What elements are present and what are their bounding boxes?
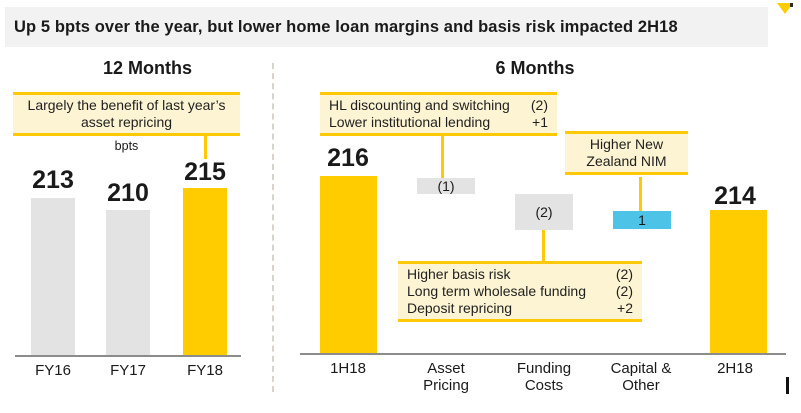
annotation-value: +1: [532, 114, 548, 130]
bar-value-1h18: 216: [327, 144, 369, 172]
bar-fy17: [106, 210, 150, 355]
annotation-label: Higher basis risk: [407, 266, 511, 282]
x-tick-funding-costs: Funding Costs: [516, 360, 572, 394]
bar-fy16: [31, 198, 75, 355]
annotation-label: Deposit repricing: [407, 300, 513, 316]
left-annotation-box: Largely the benefit of last year’s asset…: [13, 92, 240, 136]
bar-value-2h18: 214: [714, 182, 756, 210]
right-x-axis-line: [300, 353, 786, 355]
x-tick-fy18: FY18: [187, 362, 223, 379]
annotation-value: +2: [617, 300, 633, 316]
left-chart-title: 12 Months: [102, 58, 192, 78]
bar-fy18: [183, 188, 227, 355]
x-tick-fy17: FY17: [110, 362, 146, 379]
annotation-row: Deposit repricing +2: [398, 300, 642, 319]
bar-value-fy17: 210: [107, 179, 149, 207]
annotation-connector-line: [542, 230, 545, 261]
x-tick-capital-other: Capital & Other: [610, 360, 672, 394]
annotation-value: (2): [615, 283, 633, 299]
bar-asset-pricing: (1): [417, 178, 475, 194]
annotation-label: Lower institutional lending: [329, 114, 491, 130]
slide-title-bar: Up 5 bpts over the year, but lower home …: [5, 7, 768, 47]
annotation-connector-line: [639, 177, 642, 211]
right-chart-title: 6 Months: [495, 58, 575, 78]
corner-mark: [790, 3, 793, 7]
annotation-connector-line: [204, 136, 207, 159]
left-x-axis-line: [15, 355, 241, 357]
asset-pricing-annotation-box: HL discounting and switching (2) Lower i…: [320, 92, 557, 136]
annotation-row: HL discounting and switching (2): [320, 95, 557, 114]
nz-nim-annotation-box: Higher New Zealand NIM: [565, 131, 688, 175]
corner-triangle-icon: [777, 3, 793, 14]
bar-value-funding-costs: (2): [535, 204, 553, 220]
bar-capital-other: 1: [613, 211, 671, 229]
bar-value-fy18: 215: [184, 158, 226, 186]
x-tick-1h18: 1H18: [330, 360, 366, 377]
annotation-row: Higher basis risk (2): [398, 264, 642, 283]
annotation-label: Long term wholesale funding: [407, 283, 587, 299]
slide-title: Up 5 bpts over the year, but lower home …: [14, 17, 678, 36]
bar-value-asset-pricing: (1): [437, 178, 455, 194]
annotation-row: Long term wholesale funding (2): [398, 283, 642, 300]
annotation-line: Largely the benefit of last year’s: [27, 97, 226, 113]
x-tick-2h18: 2H18: [717, 360, 753, 377]
bar-funding-costs: (2): [515, 194, 573, 230]
annotation-value: (2): [615, 266, 633, 282]
annotation-row: Lower institutional lending +1: [320, 114, 557, 133]
annotation-line: asset repricing: [80, 114, 173, 130]
annotation-connector-line: [441, 136, 444, 178]
section-divider: [272, 63, 274, 392]
annotation-line: Higher New: [589, 136, 664, 152]
x-tick-asset-pricing: Asset Pricing: [423, 360, 469, 394]
annotation-value: (2): [530, 97, 548, 113]
y-axis-unit-label: bpts: [114, 139, 139, 153]
bar-1h18: [320, 176, 377, 353]
annotation-line: Zealand NIM: [586, 153, 667, 169]
bar-2h18: [710, 210, 767, 353]
bar-value-fy16: 213: [32, 166, 74, 194]
funding-costs-annotation-box: Higher basis risk (2) Long term wholesal…: [398, 261, 642, 322]
text-cursor-artifact: [786, 377, 789, 394]
annotation-label: HL discounting and switching: [329, 97, 510, 113]
x-tick-fy16: FY16: [35, 362, 71, 379]
bar-value-capital-other: 1: [638, 212, 646, 228]
